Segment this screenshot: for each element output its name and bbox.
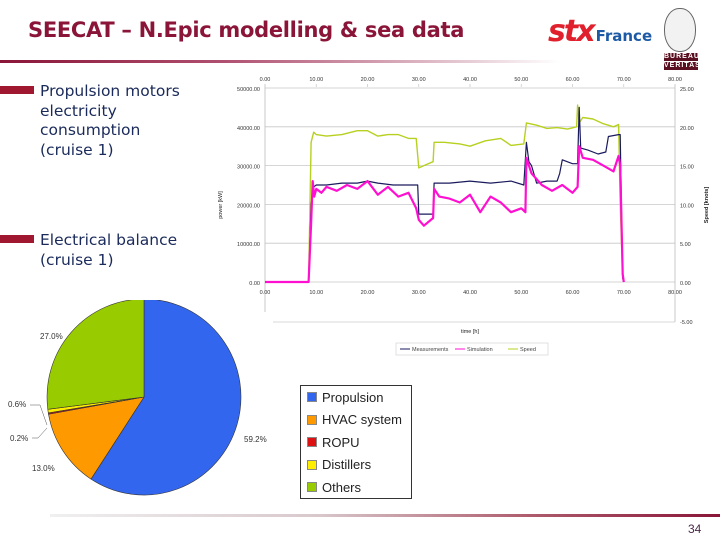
bv-band-bottom: VERITAS [664, 62, 701, 70]
bullet-line: (cruise 1) [40, 250, 114, 269]
y2-tick-label: 0.00 [680, 281, 691, 287]
legend-label: ROPU [322, 434, 360, 450]
bureau-veritas-logo: BUREAU VERITAS [664, 8, 701, 70]
x-tick-label-top: 70.00 [617, 77, 631, 83]
x-tick-label-bottom: 10.00 [309, 290, 323, 296]
x-tick-label-top: 60.00 [566, 77, 580, 83]
y2-tick-label: 15.00 [680, 165, 694, 171]
power-speed-line-chart: 50000.00 40000.00 30000.00 20000.00 10000.00… [218, 77, 710, 356]
x-tick-label-bottom: 20.00 [361, 290, 375, 296]
pie-slice-label: 0.6% [8, 400, 26, 409]
pie-slice-label: 59.2% [244, 435, 267, 444]
y-tick-label: 0.00 [249, 281, 260, 287]
legend-swatch-icon [307, 437, 317, 448]
x-tick-label-bottom: 0.00 [260, 290, 271, 296]
bullet-line: Electrical balance [40, 231, 178, 249]
y2-tick-label: 25.00 [680, 87, 694, 93]
legend-label: Propulsion [322, 389, 384, 405]
pie-legend-item: ROPU [301, 431, 411, 454]
series-line-measurements [265, 106, 625, 283]
series-line-simulation [265, 145, 625, 284]
pie-slice-others [46, 300, 145, 410]
pie-slice-hvac-system [48, 396, 145, 480]
bullet-line: Propulsion motors [40, 82, 180, 100]
x-tick-label-top: 0.00 [260, 77, 271, 83]
x-tick-label-bottom: 60.00 [566, 290, 580, 296]
legend-swatch-icon [307, 459, 317, 470]
x-tick-label-bottom: 70.00 [617, 290, 631, 296]
electrical-balance-pie-chart: 59.2% 13.0% 0.2% 0.6% 27.0% [8, 300, 267, 496]
legend-entry: Simulation [467, 347, 493, 353]
slide-title: SEECAT – N.Epic modelling & sea data [28, 18, 465, 42]
pie-legend-item: HVAC system [301, 409, 411, 432]
legend-label: Distillers [322, 457, 372, 473]
x-tick-label-top: 20.00 [361, 77, 375, 83]
x-axis-title: time [h] [461, 329, 480, 335]
legend-swatch-icon [307, 482, 317, 493]
title-divider [0, 60, 560, 63]
bullet-line: (cruise 1) [40, 140, 114, 159]
x-tick-label-bottom: 30.00 [412, 290, 426, 296]
x-tick-label-top: 30.00 [412, 77, 426, 83]
legend-swatch-icon [307, 414, 317, 425]
stx-logo-text: stx [548, 14, 596, 49]
x-tick-label-top: 10.00 [309, 77, 323, 83]
x-tick-label-bottom: 80.00 [668, 290, 682, 296]
y-tick-label: 30000.00 [237, 165, 260, 171]
y2-tick-label: 20.00 [680, 126, 694, 132]
x-tick-label-top: 80.00 [668, 77, 682, 83]
page-number: 34 [688, 522, 702, 536]
pie-legend-item: Others [301, 476, 411, 499]
y-tick-label: 20000.00 [237, 203, 260, 209]
chart-gridlines [265, 87, 675, 283]
footer-divider [50, 514, 720, 517]
x-tick-label-top: 40.00 [463, 77, 477, 83]
y2-axis-title: Speed [knots] [704, 187, 710, 224]
y-tick-label: 50000.00 [237, 87, 260, 93]
y2-tick-label: 5.00 [680, 242, 691, 248]
line-chart-legend: Measurements Simulation Speed [395, 342, 549, 356]
bv-band-top: BUREAU [664, 53, 700, 61]
bullet-text-electrical-balance: Electrical balance (cruise 1) [40, 231, 177, 270]
legend-entry: Measurements [412, 347, 449, 353]
x-tick-label-top: 50.00 [514, 77, 528, 83]
y2-tick-label: -5.00 [680, 320, 693, 326]
legend-entry: Speed [520, 347, 536, 353]
bullet-text-propulsion: Propulsion motors electricity consumptio… [40, 82, 180, 160]
bullet-line: electricity [40, 101, 117, 120]
y-tick-label: 10000.00 [237, 242, 260, 248]
stx-france-logo: stx France [548, 14, 653, 49]
y-tick-label: 40000.00 [237, 126, 260, 132]
y-axis-title: power [kW] [218, 191, 224, 219]
legend-label: HVAC system [322, 412, 402, 428]
chart-tick-labels: 50000.00 40000.00 30000.00 20000.00 10000.00… [218, 77, 710, 356]
bullet-marker-2 [0, 235, 34, 243]
bullet-marker-1 [0, 86, 34, 94]
pie-legend: Propulsion HVAC system ROPU Distillers Other… [300, 385, 412, 499]
legend-label: Others [322, 479, 362, 495]
chart-axes [264, 84, 676, 323]
chart-series [265, 104, 625, 284]
pie-slice-label: 27.0% [40, 332, 63, 341]
bureau-veritas-seal-icon [664, 8, 696, 52]
pie-legend-item: Propulsion [301, 386, 411, 409]
y2-tick-label: 10.00 [680, 203, 694, 209]
pie-slice-propulsion [90, 300, 242, 496]
bullet-line: consumption [40, 121, 141, 139]
stx-logo-suffix: France [595, 27, 653, 45]
pie-slice-label: 13.0% [32, 464, 55, 473]
pie-slice-label: 0.2% [10, 434, 28, 443]
series-line-speed [265, 104, 625, 283]
x-tick-label-bottom: 50.00 [514, 290, 528, 296]
x-tick-label-bottom: 40.00 [463, 290, 477, 296]
legend-swatch-icon [307, 392, 317, 403]
pie-legend-item: Distillers [301, 454, 411, 477]
